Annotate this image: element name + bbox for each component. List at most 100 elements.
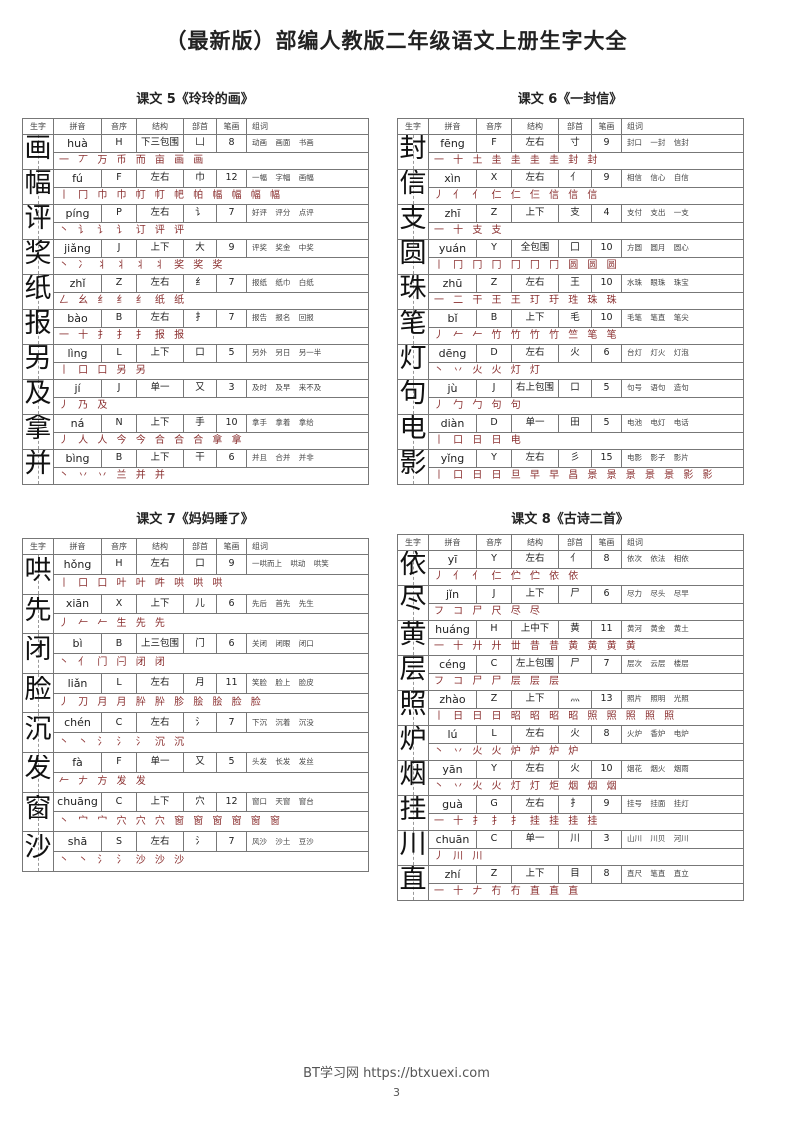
word-examples: 关闭 闭眼 闭口 bbox=[246, 633, 369, 654]
radical: 纟 bbox=[183, 274, 217, 293]
table-row: 纸 zhǐ Z 左右纟 7 报纸 纸巾 白纸 bbox=[22, 274, 369, 310]
stroke-count: 7 bbox=[216, 712, 247, 734]
table-row: 拿 ná N 上下手 10 拿手 拿着 拿给 bbox=[22, 414, 369, 450]
character: 川 bbox=[399, 831, 427, 859]
stroke-count: 13 bbox=[591, 690, 622, 709]
pinyin: yǐng bbox=[428, 449, 477, 468]
column-header: 结构 bbox=[511, 534, 559, 551]
page-title: （最新版）部编人教版二年级语文上册生字大全 bbox=[165, 29, 628, 53]
structure: 左右 bbox=[136, 169, 184, 188]
initial: H bbox=[101, 134, 137, 153]
initial: P bbox=[101, 204, 137, 223]
stroke-row: 丶 丷 丷 兰 并 并 bbox=[23, 466, 369, 485]
stroke-count: 9 bbox=[591, 795, 622, 814]
word-examples: 动画 画面 书画 bbox=[246, 134, 369, 153]
stroke-row: 丶 丷 火 火 灯 灯 bbox=[398, 361, 744, 380]
stroke-count: 7 bbox=[216, 831, 247, 852]
initial: D bbox=[476, 344, 512, 363]
initial: B bbox=[101, 449, 137, 468]
stroke-count: 7 bbox=[216, 309, 247, 328]
character: 发 bbox=[24, 755, 52, 784]
pinyin: zhī bbox=[428, 204, 477, 223]
structure: 左右 bbox=[511, 134, 559, 153]
radical: 尸 bbox=[558, 655, 592, 674]
character-cell: 支 bbox=[397, 204, 429, 240]
character-cell: 句 bbox=[397, 379, 429, 415]
pinyin: ná bbox=[53, 414, 102, 433]
column-header: 音序 bbox=[101, 538, 137, 555]
character-cell: 闭 bbox=[22, 633, 54, 674]
column-header: 组词 bbox=[246, 538, 369, 555]
radical: 黄 bbox=[558, 620, 592, 639]
radical: 川 bbox=[558, 830, 592, 849]
table-row: 照 zhào Z 上下灬 13 照片 照明 光照 bbox=[397, 690, 744, 726]
radical: 又 bbox=[183, 751, 217, 773]
column-header: 结构 bbox=[136, 538, 184, 555]
stroke-order: 丿 亻 亻 仁 仁 仨 信 信 信 bbox=[428, 186, 744, 205]
structure: 上下 bbox=[511, 204, 559, 223]
stroke-order: 丶 丷 火 火 灯 灯 炬 烟 烟 烟 bbox=[428, 777, 744, 796]
column-header: 生字 bbox=[22, 118, 54, 135]
character: 纸 bbox=[24, 275, 52, 303]
stroke-row: 𠃋 幺 纟 纟 纟 纸 纸 bbox=[23, 291, 369, 310]
pinyin: chuāng bbox=[53, 791, 102, 813]
character-cell: 报 bbox=[22, 309, 54, 345]
character: 沙 bbox=[24, 834, 52, 863]
table-row: 沙 shā S 左右氵 7 风沙 沙土 豆沙 bbox=[22, 831, 369, 872]
character-cell: 尽 bbox=[397, 585, 429, 621]
stroke-order: 𠃋 幺 纟 纟 纟 纸 纸 bbox=[53, 291, 369, 310]
table-row: 影 yǐng Y 左右彡 15 电影 影子 影片 bbox=[397, 449, 744, 485]
radical: 氵 bbox=[183, 831, 217, 852]
word-examples: 窗口 天窗 窗台 bbox=[246, 791, 369, 813]
radical: 月 bbox=[183, 672, 217, 694]
column-header: 音序 bbox=[476, 118, 512, 135]
stroke-count: 6 bbox=[591, 344, 622, 363]
pinyin: céng bbox=[428, 655, 477, 674]
radical: 扌 bbox=[183, 309, 217, 328]
stroke-row: 丨 日 日 日 昭 昭 昭 昭 照 照 照 照 照 bbox=[398, 707, 744, 726]
radical: 寸 bbox=[558, 134, 592, 153]
stroke-row: 丶 丷 火 火 灯 灯 炬 烟 烟 烟 bbox=[398, 777, 744, 796]
character-cell: 圆 bbox=[397, 239, 429, 275]
pinyin: zhí bbox=[428, 865, 477, 884]
stroke-row: 𠂉 𠂇 方 发 发 bbox=[23, 771, 369, 793]
stroke-row: 丶 丷 火 火 炉 炉 炉 炉 bbox=[398, 742, 744, 761]
stroke-order: 一 十 支 支 bbox=[428, 221, 744, 240]
stroke-order: 丨 冂 冂 冂 冂 冂 冂 圆 圆 圆 bbox=[428, 256, 744, 275]
character-cell: 评 bbox=[22, 204, 54, 240]
character-cell: 烟 bbox=[397, 760, 429, 796]
initial: F bbox=[476, 134, 512, 153]
pinyin: bì bbox=[53, 633, 102, 654]
pinyin: zhào bbox=[428, 690, 477, 709]
column-header: 音序 bbox=[101, 118, 137, 135]
radical: 尸 bbox=[558, 585, 592, 604]
radical: 灬 bbox=[558, 690, 592, 709]
stroke-count: 9 bbox=[216, 554, 247, 575]
stroke-row: 丿 川 川 bbox=[398, 847, 744, 866]
word-examples: 风沙 沙土 豆沙 bbox=[246, 831, 369, 852]
word-examples: 照片 照明 光照 bbox=[621, 690, 744, 709]
stroke-order: 丶 丶 氵 氵 沙 沙 沙 bbox=[53, 850, 369, 872]
stroke-count: 4 bbox=[591, 204, 622, 223]
character: 脸 bbox=[24, 676, 52, 705]
structure: 左上包围 bbox=[511, 655, 559, 674]
stroke-order: フ コ 尸 尺 尽 尽 bbox=[428, 602, 744, 621]
radical: 又 bbox=[183, 379, 217, 398]
structure: 上中下 bbox=[511, 620, 559, 639]
initial: Y bbox=[476, 550, 512, 569]
character: 黄 bbox=[399, 621, 427, 649]
initial: Z bbox=[476, 204, 512, 223]
stroke-row: 丶 冫 丬 丬 丬 丬 奖 奖 奖 bbox=[23, 256, 369, 275]
character-cell: 纸 bbox=[22, 274, 54, 310]
character-cell: 窗 bbox=[22, 791, 54, 833]
word-examples: 笑脸 脸上 脸皮 bbox=[246, 672, 369, 694]
word-examples: 烟花 烟火 烟雨 bbox=[621, 760, 744, 779]
structure: 单一 bbox=[136, 379, 184, 398]
initial: S bbox=[101, 831, 137, 852]
stroke-order: 丶 讠 讠 讠 订 评 评 bbox=[53, 221, 369, 240]
table-row: 先 xiān X 上下儿 6 先后 首先 先生 bbox=[22, 593, 369, 635]
character-cell: 黄 bbox=[397, 620, 429, 656]
structure: 左右 bbox=[136, 554, 184, 575]
table-row: 另 lìng L 上下口 5 另外 另日 另一半 bbox=[22, 344, 369, 380]
structure: 左右 bbox=[511, 344, 559, 363]
